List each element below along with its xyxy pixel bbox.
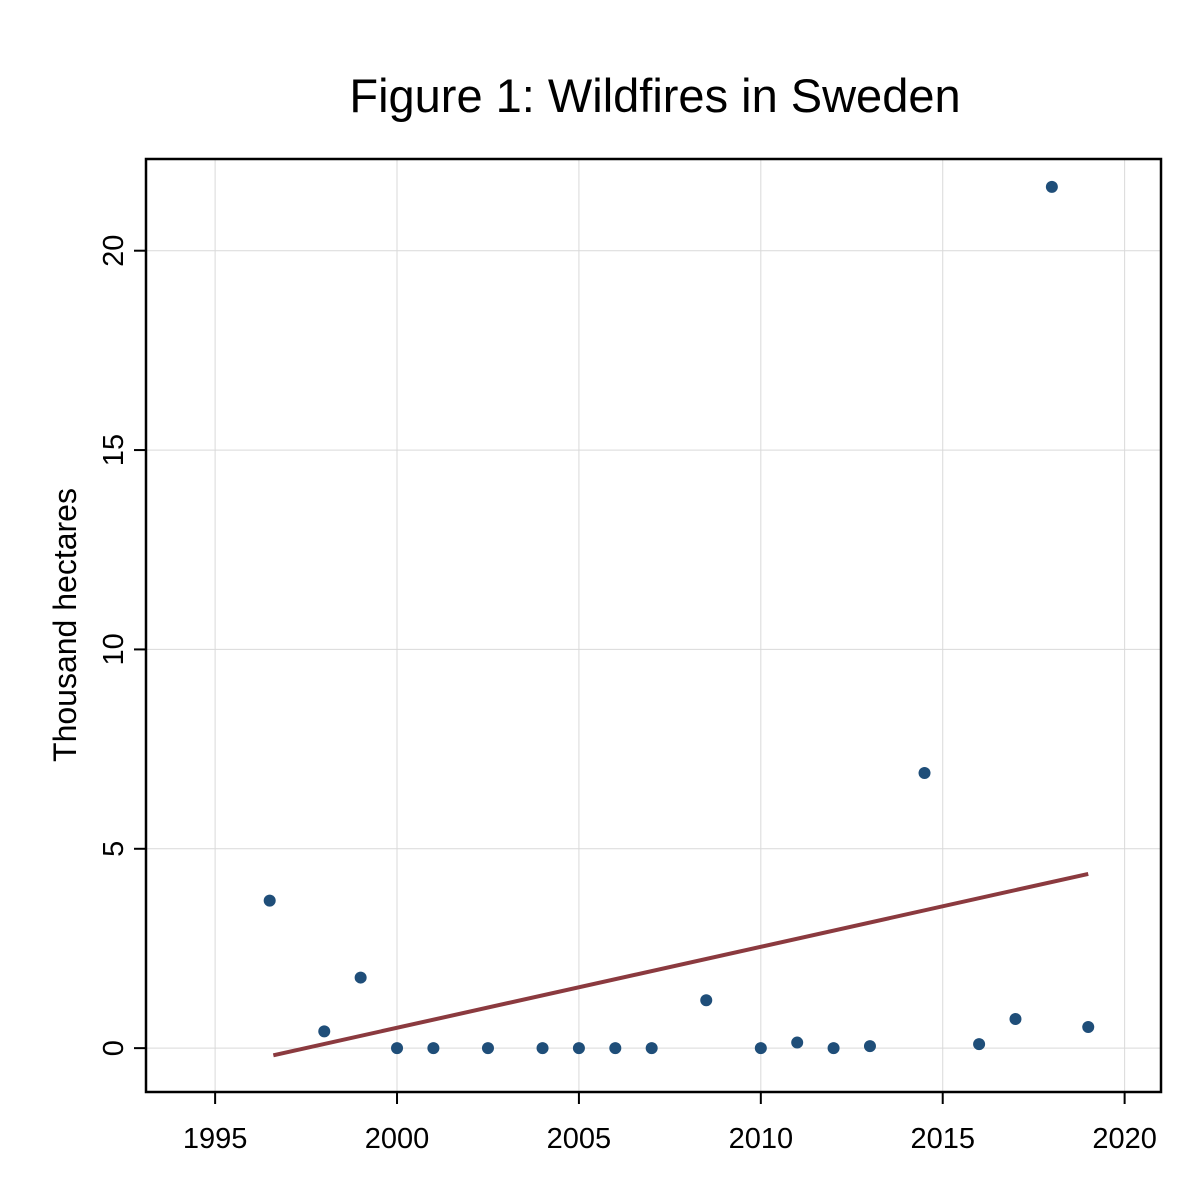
plot-area-frame: [144, 157, 1163, 1094]
data-point: [318, 1025, 331, 1038]
chart-title: Figure 1: Wildfires in Sweden: [349, 69, 960, 122]
data-point: [572, 1042, 585, 1055]
data-point: [918, 767, 931, 780]
data-point: [536, 1042, 549, 1055]
grid-lines: [146, 159, 1161, 1092]
x-tick-label: 2005: [547, 1123, 612, 1155]
data-point: [863, 1040, 876, 1053]
data-point: [1009, 1013, 1022, 1026]
tick-labels: 1995 2000 2005 2010 2015 2020 0 5 10 15 20: [98, 235, 1157, 1155]
data-point: [609, 1042, 622, 1055]
axis-ticks: [134, 249, 1126, 1104]
data-point: [791, 1036, 804, 1049]
data-point: [1045, 180, 1058, 193]
fit-line: [272, 871, 1089, 1058]
x-tick-label: 1995: [183, 1123, 248, 1155]
data-point: [645, 1042, 658, 1055]
data-point: [1082, 1021, 1095, 1034]
data-point: [354, 971, 367, 984]
x-tick-label: 2010: [729, 1123, 794, 1155]
scatter-points: [263, 180, 1095, 1055]
data-point: [391, 1042, 404, 1055]
x-tick-label: 2000: [365, 1123, 430, 1155]
y-tick-label: 0: [98, 1040, 130, 1056]
x-tick-label: 2015: [910, 1123, 975, 1155]
data-point: [481, 1042, 494, 1055]
data-point: [754, 1042, 767, 1055]
data-point: [700, 994, 713, 1007]
y-tick-label: 15: [98, 434, 130, 466]
data-point: [827, 1042, 840, 1055]
fit-line-group: [272, 871, 1089, 1058]
x-tick-label: 2020: [1092, 1123, 1157, 1155]
y-tick-label: 20: [98, 235, 130, 267]
data-point: [427, 1042, 440, 1055]
y-tick-label: 10: [98, 633, 130, 665]
y-axis-label: Thousand hectares: [47, 488, 83, 762]
data-point: [973, 1038, 986, 1051]
data-point: [263, 894, 276, 907]
y-tick-label: 5: [98, 841, 130, 857]
